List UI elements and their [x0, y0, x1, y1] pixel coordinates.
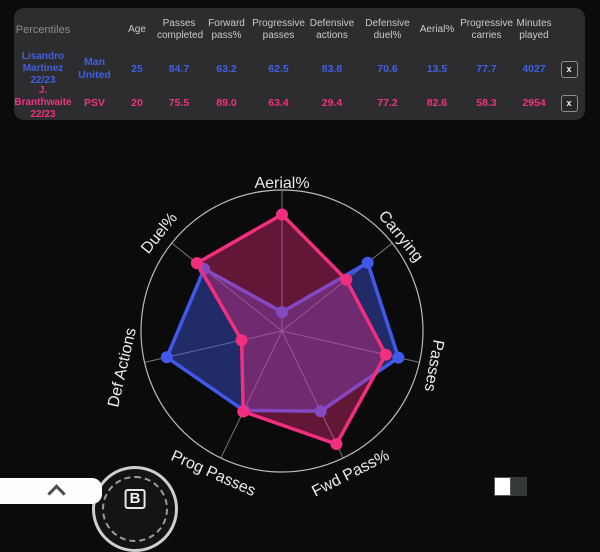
- percentiles-table: Percentiles Age Passes completed Forward…: [14, 8, 585, 120]
- radar-data-point: [330, 438, 343, 451]
- radar-axis-label: Carrying: [375, 208, 426, 266]
- logo-letter: B: [124, 489, 146, 509]
- column-header-passes-completed: Passes completed: [157, 18, 204, 41]
- column-header-minutes-played: Minutes played: [516, 18, 552, 41]
- radar-spoke: [281, 242, 393, 332]
- remove-player-button[interactable]: x: [560, 60, 578, 78]
- player-team: Man United: [78, 56, 111, 81]
- stat-progressive-carries: 77.7: [476, 63, 497, 75]
- radar-data-point: [237, 405, 250, 418]
- radar-data-point: [392, 351, 405, 364]
- radar-data-point: [276, 208, 288, 221]
- table-corner-label: Percentiles: [15, 24, 71, 36]
- radar-data-point: [190, 257, 203, 270]
- logo-inner-ring: [102, 476, 168, 542]
- stat-passes-completed: 75.5: [168, 97, 190, 109]
- stat-minutes-played: 2954: [522, 97, 546, 109]
- column-header-aerial: Aerial%: [419, 24, 455, 35]
- player-name: J. Branthwaite 22/23: [14, 85, 72, 120]
- stat-aerial: 13.5: [426, 63, 448, 75]
- stat-minutes-played: 4027: [522, 63, 546, 75]
- radar-data-point: [160, 351, 173, 364]
- column-header-forward-pass: Forward pass%: [208, 18, 245, 41]
- radar-axis-label: Duel%: [138, 210, 181, 257]
- stat-progressive-carries: 58.3: [476, 97, 497, 109]
- column-header-defensive-duel: Defensive duel%: [365, 18, 410, 41]
- bottom-right-white-tile[interactable]: [494, 477, 511, 496]
- stat-aerial: 82.6: [426, 97, 448, 109]
- stat-age: 20: [131, 97, 143, 109]
- stat-defensive-duel: 70.6: [377, 63, 398, 75]
- radar-spoke: [171, 242, 283, 332]
- player-name: Lisandro Martinez 22/23: [21, 51, 65, 86]
- chevron-up-icon: [47, 484, 66, 503]
- stat-forward-pass: 89.0: [216, 97, 237, 109]
- column-header-defensive-actions: Defensive actions: [309, 18, 355, 41]
- stat-age: 25: [131, 63, 143, 75]
- bottom-right-gray-tile: [511, 477, 527, 496]
- radar-axis-label: Prog Passes: [168, 448, 258, 496]
- stat-progressive-passes: 62.5: [268, 63, 289, 75]
- radar-data-point: [276, 305, 288, 318]
- radar-series-polygon: [165, 260, 401, 414]
- radar-outer-ring: [140, 189, 424, 473]
- radar-data-point: [379, 348, 392, 361]
- site-logo: B: [92, 466, 178, 552]
- stat-forward-pass: 63.2: [216, 63, 237, 75]
- radar-axis-label: Passes: [421, 338, 447, 393]
- remove-player-button[interactable]: x: [560, 94, 578, 112]
- radar-data-point: [340, 273, 353, 286]
- radar-data-point: [361, 256, 374, 269]
- stat-defensive-duel: 77.2: [377, 97, 398, 109]
- radar-axis-label: Def Actions: [105, 326, 140, 409]
- stat-defensive-actions: 29.4: [321, 97, 343, 109]
- column-header-progressive-carries: Progressive carries: [460, 18, 513, 41]
- column-header-progressive-passes: Progressive passes: [252, 18, 305, 41]
- stat-progressive-passes: 63.4: [268, 97, 289, 109]
- radar-axis-label: Aerial%: [254, 175, 309, 192]
- radar-spoke: [281, 330, 344, 459]
- expand-panel-button[interactable]: [0, 478, 102, 504]
- radar-data-point: [314, 405, 327, 418]
- player-team: PSV: [83, 96, 105, 109]
- column-header-age: Age: [128, 24, 146, 35]
- radar-data-point: [235, 334, 248, 347]
- stat-passes-completed: 84.7: [168, 63, 190, 75]
- radar-series-polygon: [195, 212, 388, 446]
- radar-spoke: [220, 330, 283, 459]
- stat-defensive-actions: 83.8: [321, 63, 343, 75]
